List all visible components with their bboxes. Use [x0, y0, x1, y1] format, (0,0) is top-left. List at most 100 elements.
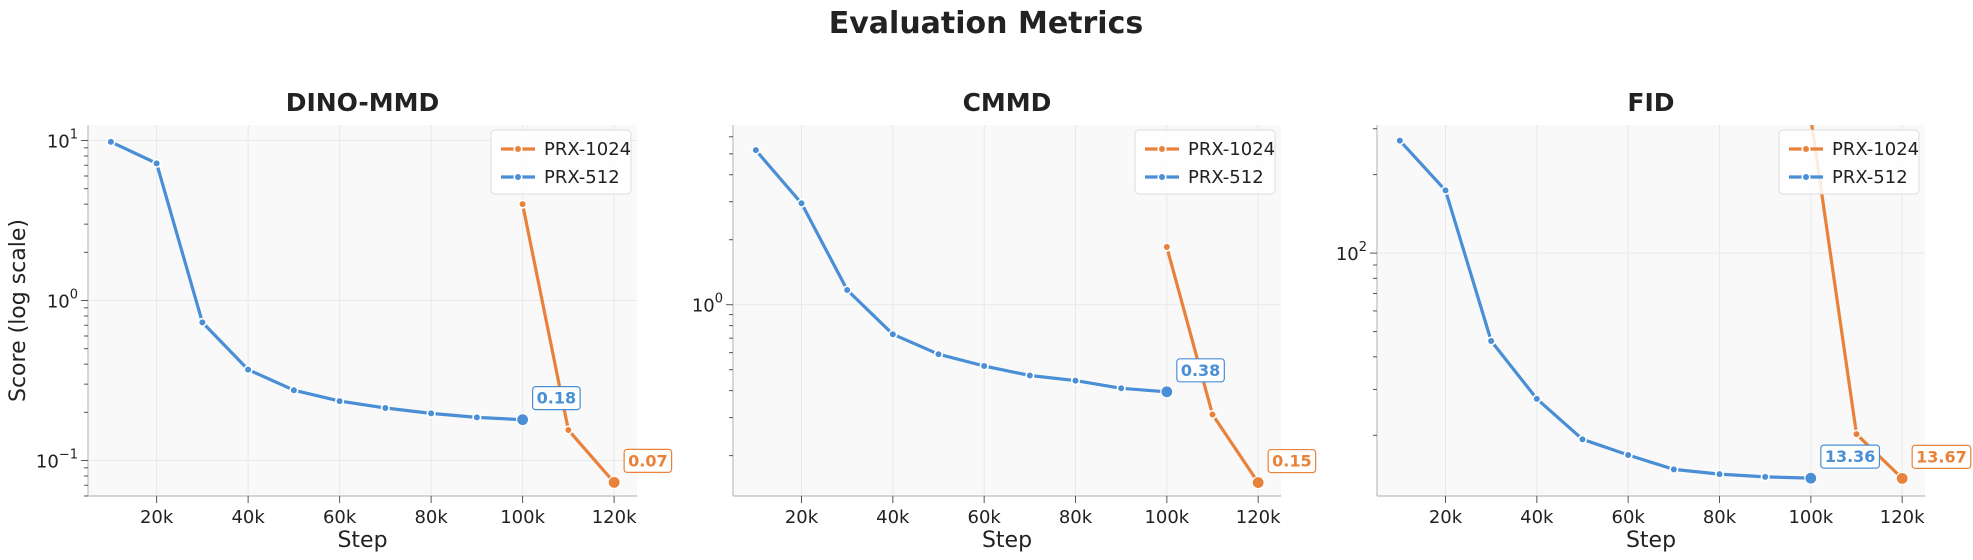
data-point — [516, 413, 530, 427]
data-point — [1851, 429, 1862, 439]
final-value-box — [623, 448, 673, 473]
data-point — [380, 403, 390, 413]
data-point — [1714, 469, 1725, 479]
data-point — [1577, 434, 1588, 444]
final-value-box — [532, 386, 581, 411]
data-point — [1025, 370, 1035, 381]
data-point — [1251, 475, 1265, 490]
series-line-prx-512 — [109, 140, 525, 422]
data-point — [1162, 242, 1172, 252]
final-value-text: 13.36 — [1825, 447, 1876, 466]
data-point — [1669, 464, 1679, 474]
chart-title: CMMD — [963, 88, 1052, 117]
y-tick-base: 10 — [47, 292, 70, 313]
data-point — [1116, 383, 1126, 393]
x-tick-label: 60k — [1612, 507, 1646, 528]
legend-marker — [1157, 172, 1167, 182]
legend-entry: PRX-1024 — [544, 139, 631, 160]
data-point — [1395, 136, 1405, 146]
data-point — [563, 425, 573, 435]
x-tick-label: 120k — [1880, 507, 1925, 528]
final-value-text: 0.15 — [1272, 452, 1311, 471]
y-tick-base: 10 — [692, 296, 715, 317]
chart-panel-2: 102 20k 40k 60k 80k 100k 120k FID Step 13.67 13.36… — [1336, 88, 1972, 553]
legend-entry: PRX-1024 — [1188, 139, 1275, 160]
final-value-text: 0.38 — [1181, 361, 1220, 380]
x-axis-label: Step — [982, 528, 1032, 553]
x-tick-label: 120k — [1236, 507, 1281, 528]
data-point — [1207, 409, 1218, 420]
x-tick-label: 80k — [414, 507, 448, 528]
data-point — [518, 199, 528, 209]
y-tick-exponent: −1 — [59, 448, 78, 463]
x-tick-label: 40k — [231, 507, 265, 528]
y-tick-label: 101 — [47, 128, 78, 153]
data-point — [1486, 336, 1496, 346]
y-tick-base: 10 — [1336, 244, 1359, 265]
series-layer — [751, 145, 1265, 490]
chart-title: FID — [1627, 88, 1674, 117]
final-value-text: 13.67 — [1916, 447, 1967, 466]
x-tick-label: 20k — [140, 507, 174, 528]
legend-entry: PRX-512 — [1188, 167, 1264, 188]
final-value-text: 0.07 — [628, 451, 667, 470]
chart-panel-1: 100 20k 40k 60k 80k 100k 120k CMMD Step 0.15 0.38 P… — [692, 88, 1317, 553]
x-tick-label: 60k — [323, 507, 357, 528]
x-tick-label: 60k — [968, 507, 1002, 528]
final-value-label: 0.15 — [1267, 448, 1317, 474]
y-tick-label: 100 — [47, 288, 78, 313]
x-tick-label: 20k — [1429, 507, 1463, 528]
y-tick-label: 102 — [1336, 240, 1367, 265]
chart-title: DINO-MMD — [286, 88, 440, 117]
y-tick-label: 100 — [692, 292, 723, 317]
data-point — [472, 412, 482, 422]
x-axis-label: Step — [1626, 528, 1676, 553]
data-point — [979, 361, 989, 371]
data-point — [1440, 185, 1451, 195]
data-point — [607, 475, 621, 489]
final-value-box — [1820, 444, 1881, 469]
legend: PRX-1024 PRX-512 — [1134, 129, 1276, 195]
data-point — [289, 385, 299, 395]
final-value-label: 0.07 — [623, 448, 673, 473]
data-point — [1070, 376, 1081, 386]
data-point — [1804, 471, 1818, 485]
data-point — [1807, 114, 1815, 122]
data-point — [1895, 471, 1909, 485]
data-point — [1532, 394, 1542, 404]
data-point — [1623, 450, 1633, 460]
data-point — [888, 329, 898, 339]
data-point — [106, 137, 116, 147]
data-point — [1160, 385, 1174, 399]
legend: PRX-1024 PRX-512 — [1778, 129, 1920, 195]
y-tick-exponent: 0 — [70, 288, 78, 303]
x-tick-label: 40k — [1520, 507, 1554, 528]
final-value-box — [1267, 448, 1317, 474]
final-value-box — [1911, 444, 1972, 469]
y-tick-exponent: 1 — [70, 128, 78, 143]
series-layer — [106, 137, 621, 489]
data-point — [335, 396, 345, 406]
data-point — [796, 198, 807, 208]
y-tick-base: 10 — [36, 452, 59, 473]
x-tick-label: 120k — [592, 507, 637, 528]
x-axis-label: Step — [337, 528, 387, 553]
final-value-label: 0.18 — [532, 386, 581, 411]
y-tick-label: 10−1 — [36, 448, 78, 473]
x-tick-label: 80k — [1703, 507, 1737, 528]
y-tick-base: 10 — [47, 132, 70, 153]
data-point — [1760, 472, 1770, 482]
legend-marker — [1801, 172, 1811, 182]
legend-marker — [513, 144, 523, 154]
legend-marker — [513, 172, 523, 182]
data-point — [243, 364, 253, 375]
suptitle: Evaluation Metrics — [829, 6, 1143, 41]
legend-marker — [1157, 144, 1167, 154]
y-axis-label: Score (log scale) — [6, 219, 31, 402]
final-value-text: 0.18 — [537, 389, 576, 408]
series-line-prx-512 — [1398, 139, 1813, 480]
legend-entry: PRX-512 — [544, 167, 620, 188]
legend-entry: PRX-1024 — [1832, 139, 1919, 160]
